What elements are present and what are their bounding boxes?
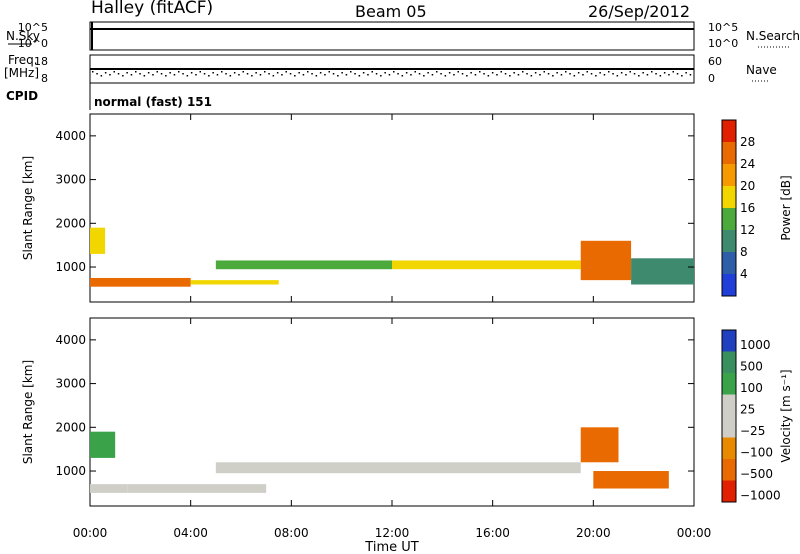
colorbar-segment (722, 142, 736, 164)
colorbar-frame (721, 329, 737, 503)
noise-panel: N.Sky 10^5 10^0 10^5 10^0 N.Search (6, 21, 800, 51)
colorbar-segment (722, 351, 736, 373)
power-colorbar: 4 8 12 16 20 24 28 Power [dB] (721, 119, 793, 297)
time-axis: 00:00 04:00 08:00 12:00 16:00 20:00 00:00 (73, 526, 712, 540)
power-panel: 1000 2000 3000 4000 Slant Range [km] (21, 113, 695, 303)
date-title: 26/Sep/2012 (588, 2, 691, 21)
nave-label: Nave (746, 63, 777, 77)
colorbar-tick-label: −500 (740, 467, 773, 481)
data-band (90, 277, 191, 287)
y-tick-label: 2000 (55, 420, 86, 434)
x-tick-label: 08:00 (274, 526, 309, 540)
y-tick-label: 1000 (55, 260, 86, 274)
colorbar-segment (722, 437, 736, 459)
colorbar-tick-label: −100 (740, 445, 773, 459)
data-band (90, 431, 116, 458)
colorbar-label: Power [dB] (779, 175, 793, 240)
nsky-label: N.Sky (6, 29, 40, 43)
freq-tick-low: 8 (41, 72, 48, 85)
time-axis-label: Time UT (364, 540, 418, 554)
x-tick-label: 00:00 (73, 526, 108, 540)
x-tick-label: 00:00 (677, 526, 712, 540)
data-band (90, 227, 106, 254)
colorbar-tick-label: 24 (740, 157, 755, 171)
nave-tick-low: 0 (708, 72, 715, 85)
cpid-label: CPID (6, 89, 38, 103)
y-tick-label: 1000 (55, 464, 86, 478)
y-tick-label: 4000 (55, 129, 86, 143)
colorbar-segment (722, 480, 736, 502)
nsky-tick-low: 10^0 (18, 37, 48, 50)
nsearch-label: N.Search (746, 29, 800, 43)
data-band (631, 258, 694, 285)
y-tick-label: 3000 (55, 377, 86, 391)
colorbar-segment (722, 230, 736, 252)
colorbar-segment (722, 330, 736, 352)
nsearch-tick-low: 10^0 (708, 37, 738, 50)
velocity-colorbar: 1000 500 100 25 −25 −100 −500 −1000 Velocity [m … (721, 329, 793, 503)
data-band (392, 260, 581, 270)
nsearch-tick-high: 10^5 (708, 21, 738, 34)
colorbar-tick-label: 28 (740, 135, 755, 149)
colorbar-tick-label: 100 (740, 381, 763, 395)
x-tick-label: 16:00 (475, 526, 510, 540)
colorbar-segment (722, 120, 736, 142)
y-tick-label: 3000 (55, 173, 86, 187)
colorbar-tick-label: 12 (740, 223, 755, 237)
data-band (127, 484, 267, 493)
colorbar-segment (722, 186, 736, 208)
data-band (580, 240, 632, 281)
colorbar-tick-label: 1000 (740, 338, 771, 352)
y-tick-label: 2000 (55, 216, 86, 230)
y-axis-label: Slant Range [km] (21, 360, 35, 464)
x-tick-label: 12:00 (375, 526, 410, 540)
beam-title: Beam 05 (355, 2, 427, 21)
colorbar-segment (722, 416, 736, 438)
freq-tick-high: 18 (34, 55, 48, 68)
nsky-tick-high: 10^5 (18, 21, 48, 34)
data-band (215, 260, 392, 270)
x-tick-label: 20:00 (576, 526, 611, 540)
colorbar-label: Velocity [m s⁻¹] (779, 369, 793, 462)
colorbar-segment (722, 252, 736, 274)
nave-tick-high: 60 (708, 55, 722, 68)
colorbar-segment (722, 208, 736, 230)
velocity-panel: 1000 2000 3000 4000 Slant Range [km] (21, 317, 695, 507)
freq-unit-label: [MHz] (4, 66, 39, 80)
colorbar-segment (722, 274, 736, 296)
station-title: Halley (fitACF) (91, 0, 214, 18)
colorbar-segment (722, 459, 736, 481)
colorbar-tick-label: −1000 (740, 488, 781, 502)
colorbar-tick-label: 8 (740, 245, 748, 259)
x-tick-label: 04:00 (173, 526, 208, 540)
colorbar-tick-label: −25 (740, 424, 765, 438)
cpid-value: normal (fast) 151 (94, 95, 212, 109)
colorbar-tick-label: 4 (740, 267, 748, 281)
freq-panel: Freq. [MHz] 18 8 60 0 Nave (4, 53, 777, 85)
cpid-panel: CPID normal (fast) 151 (6, 83, 212, 110)
colorbar-segment (722, 164, 736, 186)
data-band (215, 462, 581, 474)
colorbar-segment (722, 394, 736, 416)
data-band (190, 280, 279, 285)
colorbar-tick-label: 25 (740, 402, 755, 416)
colorbar-tick-label: 20 (740, 179, 755, 193)
y-axis-label: Slant Range [km] (21, 156, 35, 260)
data-band (90, 484, 128, 493)
colorbar-segment (722, 373, 736, 395)
freq-label: Freq. (8, 53, 38, 67)
data-band (580, 427, 619, 463)
colorbar-frame (721, 119, 737, 297)
data-band (593, 471, 669, 489)
colorbar-tick-label: 500 (740, 359, 763, 373)
colorbar-tick-label: 16 (740, 201, 755, 215)
y-tick-label: 4000 (55, 333, 86, 347)
